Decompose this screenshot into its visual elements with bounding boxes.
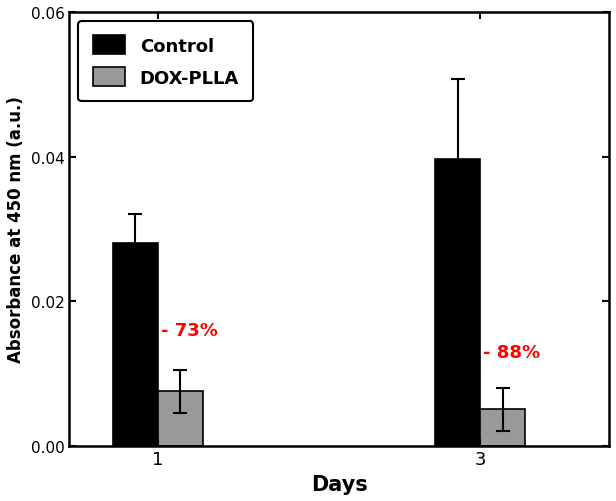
Y-axis label: Absorbance at 450 nm (a.u.): Absorbance at 450 nm (a.u.) [7, 96, 25, 363]
Bar [435, 159, 480, 446]
Bar [113, 244, 158, 446]
Bar [158, 392, 203, 446]
Legend: Control, DOX-PLLA: Control, DOX-PLLA [78, 22, 253, 102]
X-axis label: Days: Days [310, 474, 368, 494]
Bar [480, 410, 525, 446]
Text: - 88%: - 88% [484, 343, 540, 361]
Text: - 73%: - 73% [161, 321, 218, 339]
